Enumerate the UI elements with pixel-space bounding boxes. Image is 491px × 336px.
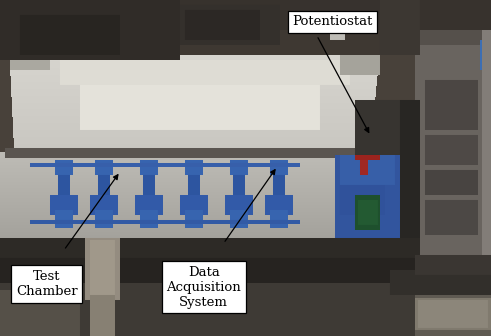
Text: Test
Chamber: Test Chamber [16, 270, 78, 298]
Text: Potentiostat: Potentiostat [292, 15, 373, 28]
Text: Data
Acquisition
System: Data Acquisition System [166, 266, 241, 309]
